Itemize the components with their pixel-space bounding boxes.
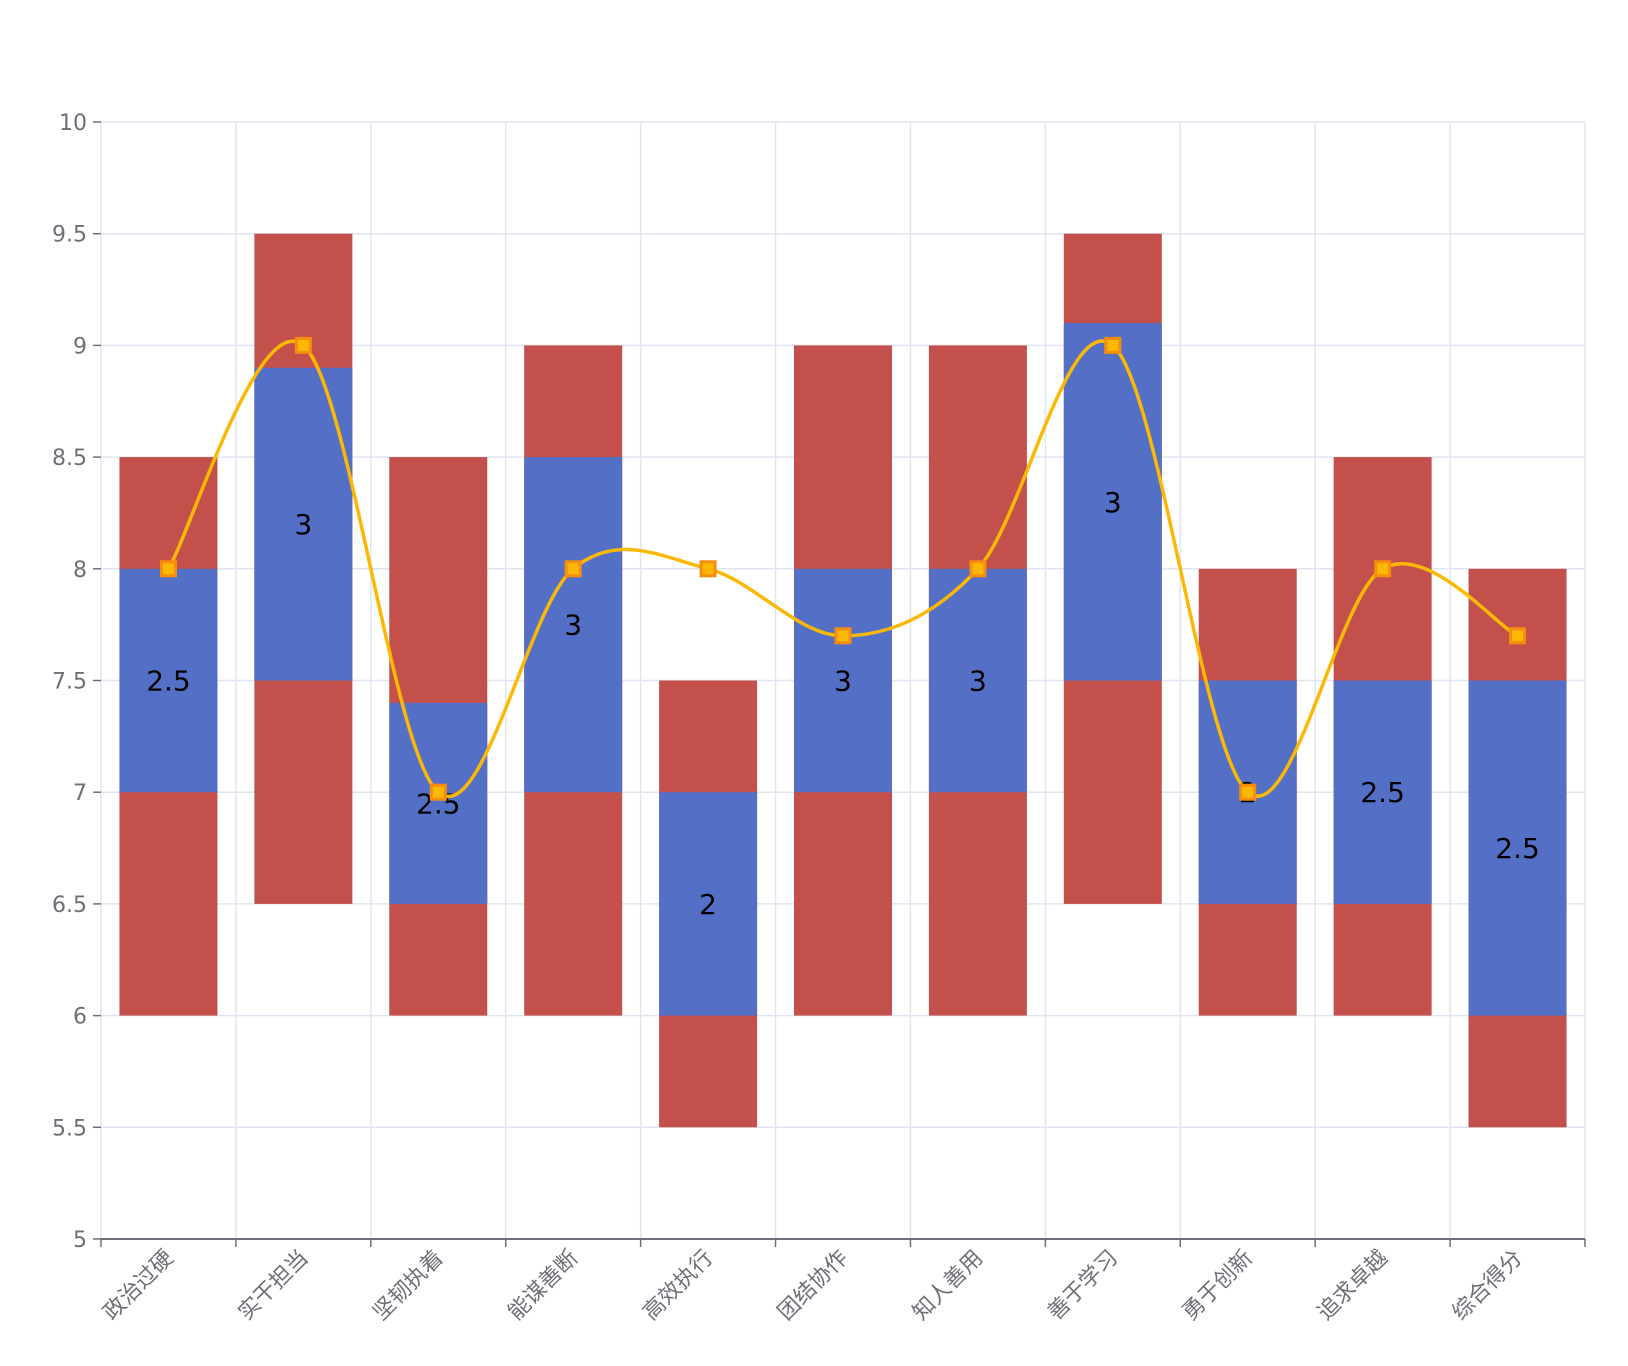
y-tick-label: 8.5: [52, 446, 87, 471]
y-tick-label: 9.5: [52, 223, 87, 248]
line-point-marker: [969, 560, 987, 578]
band-value-label: 3: [1104, 486, 1122, 519]
line-point-marker: [159, 560, 177, 578]
line-point-marker: [699, 560, 717, 578]
band-bars: [119, 323, 1567, 1016]
band-value-label: 2.5: [146, 665, 191, 698]
band-bar: [794, 568, 892, 793]
band-bar: [1063, 323, 1162, 681]
line-point-marker: [1239, 783, 1257, 801]
y-tick-label: 8: [73, 558, 87, 583]
band-bar: [928, 568, 1027, 793]
band-bar: [1468, 680, 1567, 1016]
band-labels: 2.532.53233322.52.5: [146, 486, 1540, 921]
line-point-marker: [564, 560, 582, 578]
band-value-label: 3: [834, 665, 852, 698]
line-point-marker: [429, 783, 447, 801]
line-point-marker: [834, 627, 852, 645]
x-category-label: 政治过硬: [99, 1246, 179, 1326]
y-tick-label: 7: [73, 781, 87, 806]
line-point-marker: [1374, 560, 1392, 578]
y-tick-label: 7.5: [52, 670, 87, 695]
y-tick-label: 5.5: [52, 1116, 87, 1141]
line-point-marker: [294, 336, 312, 354]
band-value-label: 3: [564, 609, 582, 642]
x-category-label: 能谋善断: [504, 1246, 584, 1326]
y-tick-label: 6: [73, 1005, 87, 1030]
x-category-label: 坚韧执着: [369, 1246, 449, 1326]
band-value-label: 3: [969, 665, 987, 698]
x-category-label: 追求卓越: [1313, 1246, 1393, 1326]
y-tick-label: 5: [73, 1228, 87, 1253]
line-series: [159, 336, 1527, 801]
band-bar: [389, 702, 488, 904]
x-category-label: 知人善用: [908, 1246, 988, 1326]
y-tick-label: 6.5: [52, 893, 87, 918]
band-bar: [659, 792, 758, 1016]
band-value-label: 3: [294, 508, 312, 541]
x-category-label: 实干担当: [234, 1246, 314, 1326]
line-point-marker: [1509, 627, 1527, 645]
y-tick-label: 9: [73, 334, 87, 359]
x-category-label: 善于学习: [1043, 1246, 1123, 1326]
x-category-label: 勇于创新: [1178, 1246, 1258, 1326]
y-tick-label: 10: [59, 111, 87, 136]
band-value-label: 2.5: [1360, 776, 1405, 809]
band-bar: [119, 568, 218, 793]
x-category-label: 高效执行: [638, 1246, 718, 1326]
band-value-label: 2.5: [1495, 832, 1540, 865]
x-category-label: 团结协作: [773, 1246, 853, 1326]
band-value-label: 2: [699, 888, 717, 921]
band-bar: [1333, 680, 1432, 904]
x-category-label: 综合得分: [1448, 1246, 1528, 1326]
line-point-marker: [1104, 336, 1122, 354]
